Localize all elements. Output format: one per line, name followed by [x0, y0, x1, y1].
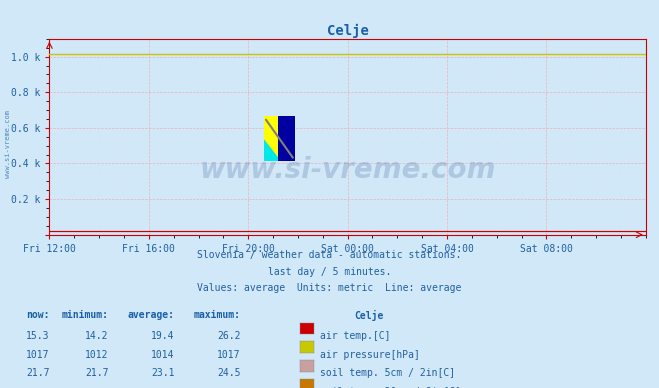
Text: soil temp. 5cm / 2in[C]: soil temp. 5cm / 2in[C] — [320, 368, 455, 378]
Text: -nan: -nan — [217, 387, 241, 388]
Text: 1017: 1017 — [217, 350, 241, 360]
Text: 23.1: 23.1 — [151, 368, 175, 378]
Text: Slovenia / weather data - automatic stations.: Slovenia / weather data - automatic stat… — [197, 250, 462, 260]
Text: -nan: -nan — [85, 387, 109, 388]
Text: last day / 5 minutes.: last day / 5 minutes. — [268, 267, 391, 277]
Text: Values: average  Units: metric  Line: average: Values: average Units: metric Line: aver… — [197, 283, 462, 293]
Polygon shape — [278, 116, 295, 161]
Title: Celje: Celje — [327, 24, 368, 38]
Text: now:: now: — [26, 310, 49, 320]
Polygon shape — [264, 139, 281, 161]
Text: 1014: 1014 — [151, 350, 175, 360]
Text: www.si-vreme.com: www.si-vreme.com — [5, 109, 11, 178]
Text: maximum:: maximum: — [194, 310, 241, 320]
Text: -nan: -nan — [26, 387, 49, 388]
Text: 14.2: 14.2 — [85, 331, 109, 341]
Text: average:: average: — [128, 310, 175, 320]
Text: Celje: Celje — [355, 310, 384, 321]
Text: -nan: -nan — [151, 387, 175, 388]
Text: minimum:: minimum: — [62, 310, 109, 320]
Text: 15.3: 15.3 — [26, 331, 49, 341]
Text: 26.2: 26.2 — [217, 331, 241, 341]
Text: www.si-vreme.com: www.si-vreme.com — [200, 156, 496, 184]
Text: 24.5: 24.5 — [217, 368, 241, 378]
Text: air pressure[hPa]: air pressure[hPa] — [320, 350, 420, 360]
Text: 1012: 1012 — [85, 350, 109, 360]
Text: 19.4: 19.4 — [151, 331, 175, 341]
Text: soil temp. 20cm / 8in[C]: soil temp. 20cm / 8in[C] — [320, 387, 461, 388]
Text: 1017: 1017 — [26, 350, 49, 360]
Text: 21.7: 21.7 — [85, 368, 109, 378]
Text: air temp.[C]: air temp.[C] — [320, 331, 390, 341]
Text: 21.7: 21.7 — [26, 368, 49, 378]
